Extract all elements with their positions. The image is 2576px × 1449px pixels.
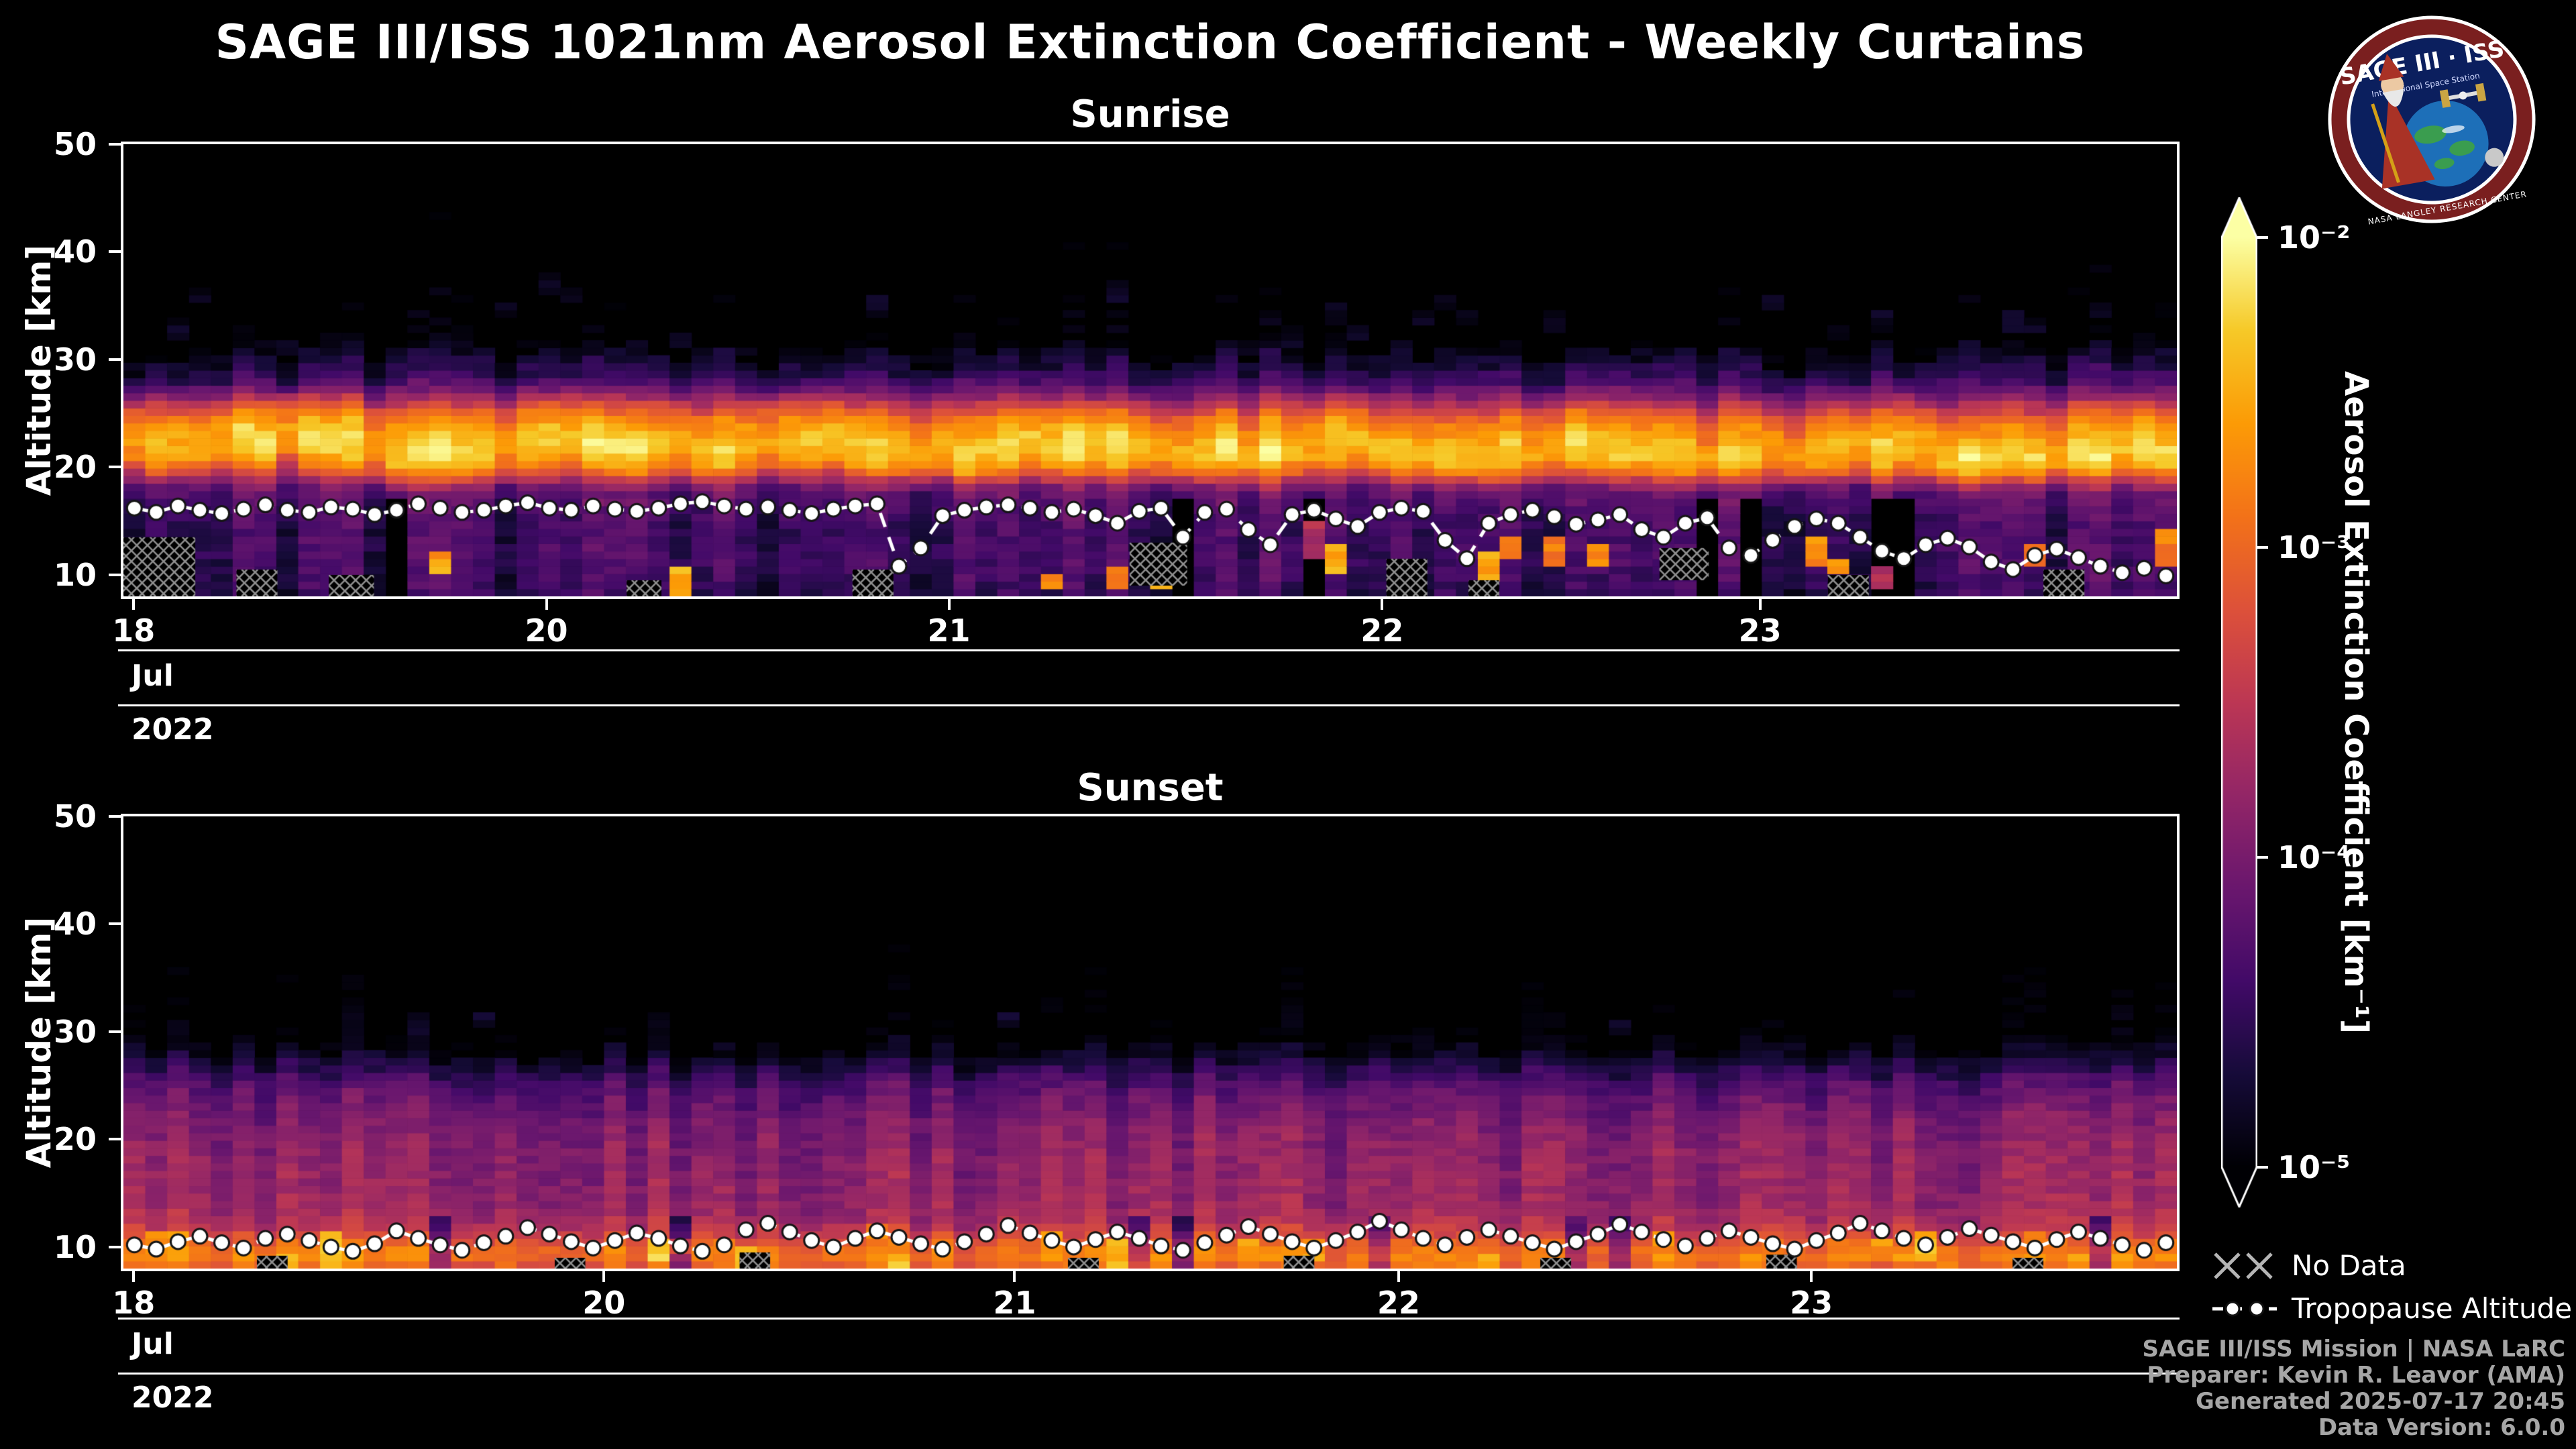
y-tick-label: 10 bbox=[53, 556, 97, 593]
x-tick-label: 18 bbox=[112, 612, 156, 649]
logo-moon bbox=[2485, 148, 2504, 167]
x-tick-mark bbox=[132, 599, 136, 610]
y-tick-mark bbox=[109, 466, 121, 469]
y-tick-label: 30 bbox=[53, 341, 97, 378]
legend-label-tropopause: Tropopause Altitude bbox=[2292, 1292, 2573, 1325]
x-tick-label: 22 bbox=[1377, 1285, 1420, 1321]
colorbar-tick-label: 10⁻³ bbox=[2277, 529, 2351, 566]
colorbar-tick-mark bbox=[2257, 856, 2268, 859]
x-tick-mark bbox=[1013, 1271, 1016, 1282]
y-tick-label: 40 bbox=[53, 233, 97, 270]
x-tick-label: 18 bbox=[112, 1285, 156, 1321]
x-tick-mark bbox=[1381, 599, 1384, 610]
sunset-heatmap-canvas bbox=[123, 816, 2177, 1269]
date-axis-separator bbox=[118, 704, 2180, 706]
y-tick-label: 30 bbox=[53, 1013, 97, 1050]
logo-continent bbox=[2449, 140, 2475, 156]
legend-label-no-data: No Data bbox=[2292, 1249, 2406, 1282]
footer-line-generated: Generated 2025-07-17 20:45 bbox=[2196, 1388, 2565, 1415]
month-label-sunset: Jul bbox=[131, 1327, 174, 1361]
x-tick-label: 20 bbox=[582, 1285, 626, 1321]
sunrise-plot bbox=[121, 142, 2180, 599]
x-tick-label: 23 bbox=[1790, 1285, 1833, 1321]
x-tick-mark bbox=[545, 599, 548, 610]
x-tick-label: 23 bbox=[1738, 612, 1782, 649]
month-label-sunrise: Jul bbox=[131, 659, 174, 693]
sunset-plot bbox=[121, 814, 2180, 1271]
y-tick-label: 40 bbox=[53, 906, 97, 943]
colorbar-tick-mark bbox=[2257, 1166, 2268, 1169]
footer-line-version: Data Version: 6.0.0 bbox=[2318, 1414, 2565, 1441]
y-tick-mark bbox=[109, 1245, 121, 1248]
y-tick-mark bbox=[109, 815, 121, 818]
logo-continent bbox=[2434, 158, 2455, 170]
panel-title-sunset: Sunset bbox=[1077, 766, 1224, 810]
x-tick-mark bbox=[1810, 1271, 1813, 1282]
colorbar bbox=[2221, 197, 2257, 1208]
y-tick-label: 10 bbox=[53, 1228, 97, 1265]
y-tick-mark bbox=[109, 358, 121, 361]
logo-iss bbox=[2439, 83, 2487, 108]
colorbar-canvas bbox=[2221, 197, 2257, 1208]
x-tick-label: 21 bbox=[993, 1285, 1036, 1321]
legend-row-tropopause: Tropopause Altitude bbox=[2212, 1292, 2572, 1325]
footer-line-preparer: Preparer: Kevin R. Leavor (AMA) bbox=[2147, 1362, 2565, 1389]
figure-title: SAGE III/ISS 1021nm Aerosol Extinction C… bbox=[215, 15, 2086, 70]
logo-continent bbox=[2414, 125, 2447, 144]
colorbar-tick-label: 10⁻⁴ bbox=[2277, 839, 2351, 875]
colorbar-tick-label: 10⁻² bbox=[2277, 219, 2351, 256]
logo-cloud bbox=[2442, 125, 2465, 133]
sage-iss-logo-art: SAGE III · ISS International Space Stati… bbox=[2328, 15, 2536, 227]
x-tick-label: 20 bbox=[525, 612, 568, 649]
sage-iss-logo: SAGE III · ISS International Space Stati… bbox=[2324, 8, 2540, 231]
colorbar-tick-mark bbox=[2257, 546, 2268, 549]
footer-line-mission: SAGE III/ISS Mission | NASA LaRC bbox=[2142, 1336, 2566, 1362]
date-axis-separator bbox=[118, 1373, 2180, 1375]
no-data-hatch-icon bbox=[2212, 1250, 2277, 1281]
date-axis-separator bbox=[118, 1318, 2180, 1320]
y-tick-label: 50 bbox=[53, 126, 97, 162]
colorbar-label: Aerosol Extinction Coefficient [km⁻¹] bbox=[2337, 371, 2375, 1034]
y-tick-mark bbox=[109, 1138, 121, 1141]
y-tick-mark bbox=[109, 143, 121, 146]
colorbar-tick-mark bbox=[2257, 236, 2268, 239]
y-tick-mark bbox=[109, 1030, 121, 1033]
y-tick-mark bbox=[109, 250, 121, 254]
y-tick-label: 50 bbox=[53, 798, 97, 835]
year-label-sunset: 2022 bbox=[131, 1381, 214, 1415]
y-tick-mark bbox=[109, 922, 121, 926]
x-tick-mark bbox=[947, 599, 951, 610]
year-label-sunrise: 2022 bbox=[131, 712, 214, 747]
x-tick-mark bbox=[1397, 1271, 1400, 1282]
x-tick-mark bbox=[132, 1271, 136, 1282]
tropopause-line-icon bbox=[2212, 1301, 2277, 1316]
y-tick-label: 20 bbox=[53, 1121, 97, 1158]
x-tick-label: 22 bbox=[1360, 612, 1404, 649]
colorbar-tick-label: 10⁻⁵ bbox=[2277, 1149, 2351, 1185]
x-tick-label: 21 bbox=[927, 612, 971, 649]
sunrise-heatmap-canvas bbox=[123, 144, 2177, 596]
panel-title-sunrise: Sunrise bbox=[1070, 93, 1230, 136]
date-axis-separator bbox=[118, 649, 2180, 651]
x-tick-mark bbox=[1758, 599, 1762, 610]
y-tick-label: 20 bbox=[53, 449, 97, 486]
x-tick-mark bbox=[602, 1271, 606, 1282]
legend-row-no-data: No Data bbox=[2212, 1249, 2406, 1282]
y-tick-mark bbox=[109, 573, 121, 576]
footer-credits: SAGE III/ISS Mission | NASA LaRC Prepare… bbox=[2143, 1336, 2566, 1441]
logo-wizard bbox=[2371, 54, 2435, 189]
